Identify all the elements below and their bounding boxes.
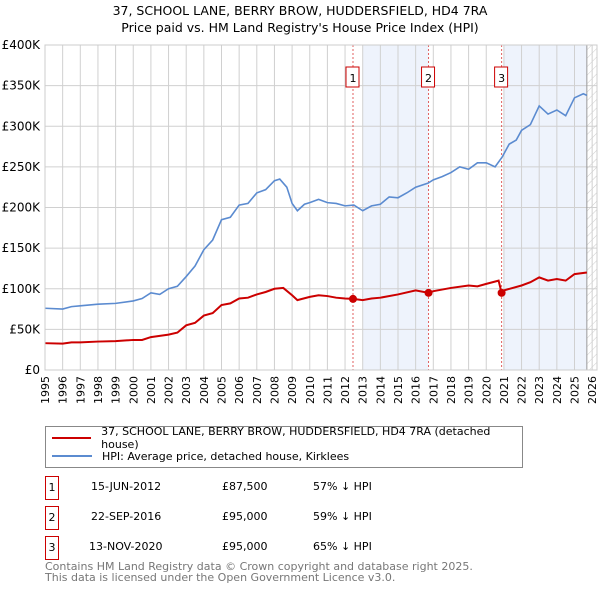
sale-point — [424, 288, 433, 297]
transaction-row: 3 13-NOV-2020 £95,000 65% ↓ HPI — [45, 536, 545, 560]
y-tick-label: £150K — [2, 241, 42, 255]
x-tick-label: 2014 — [374, 376, 387, 404]
legend-label: 37, SCHOOL LANE, BERRY BROW, HUDDERSFIEL… — [101, 425, 491, 451]
x-tick-label: 1998 — [92, 376, 105, 404]
sale-point — [348, 294, 357, 303]
x-tick-label: 2001 — [145, 376, 158, 404]
x-tick-label: 1995 — [39, 376, 52, 404]
legend-swatch-blue — [52, 455, 92, 457]
x-tick-label: 2012 — [339, 376, 352, 404]
x-tick-label: 2025 — [569, 376, 582, 404]
y-tick-label: £50K — [9, 322, 41, 336]
y-tick-label: £0 — [25, 363, 40, 377]
sale-marker-label: 2 — [425, 72, 432, 85]
y-tick-label: £350K — [2, 79, 42, 93]
hpi-diff: 59% ↓ HPI — [313, 510, 372, 523]
y-tick-label: £300K — [2, 119, 42, 133]
x-tick-label: 2017 — [427, 376, 440, 404]
x-tick-label: 2002 — [163, 376, 176, 404]
x-tick-label: 2022 — [516, 376, 529, 404]
hpi-diff: 57% ↓ HPI — [313, 480, 372, 493]
x-tick-label: 2010 — [304, 376, 317, 404]
sale-marker-label: 1 — [349, 72, 356, 85]
chart-title: 37, SCHOOL LANE, BERRY BROW, HUDDERSFIEL… — [112, 3, 488, 18]
x-tick-label: 2026 — [586, 376, 599, 404]
legend: 37, SCHOOL LANE, BERRY BROW, HUDDERSFIEL… — [45, 425, 523, 468]
x-tick-label: 2007 — [251, 376, 264, 404]
chart-subtitle: Price paid vs. HM Land Registry's House … — [121, 20, 479, 35]
hpi-line — [44, 92, 588, 310]
price: £95,000 — [222, 540, 268, 553]
price: £87,500 — [222, 480, 268, 493]
date: 13-NOV-2020 — [89, 540, 163, 553]
legend-label: HPI: Average price, detached house, Kirk… — [102, 449, 350, 463]
x-tick-label: 2008 — [268, 376, 281, 404]
y-tick-label: £200K — [2, 201, 42, 215]
sale-point — [497, 288, 506, 297]
x-tick-label: 2016 — [410, 376, 423, 404]
x-tick-label: 2005 — [216, 376, 229, 404]
sale-marker-box — [421, 66, 436, 88]
x-tick-label: 1999 — [110, 376, 123, 404]
x-tick-label: 2018 — [445, 376, 458, 404]
y-tick-label: £100K — [2, 282, 42, 296]
footer-licence: This data is licensed under the Open Gov… — [45, 571, 396, 584]
x-tick-label: 2015 — [392, 376, 405, 404]
x-tick-label: 2000 — [127, 376, 140, 404]
x-tick-label: 2013 — [357, 376, 370, 404]
sale-marker-label: 3 — [498, 72, 505, 85]
hpi-diff: 65% ↓ HPI — [313, 540, 372, 553]
sale-marker-box — [494, 66, 509, 88]
x-tick-label: 2004 — [198, 376, 211, 404]
x-tick-label: 1996 — [57, 376, 70, 404]
x-tick-label: 2006 — [233, 376, 246, 404]
transaction-row: 1 15-JUN-2012 £87,500 57% ↓ HPI — [45, 476, 545, 500]
x-tick-label: 2011 — [321, 376, 334, 404]
y-tick-label: £400K — [2, 38, 42, 52]
marker-badge: 1 — [45, 476, 59, 500]
transaction-row: 2 22-SEP-2016 £95,000 59% ↓ HPI — [45, 506, 545, 530]
price: £95,000 — [222, 510, 268, 523]
marker-badge: 3 — [45, 536, 59, 560]
x-tick-label: 2021 — [498, 376, 511, 404]
price-chart: 1995 1996 1997 1998 1999 2000 2001 2002 2003 2004… — [2, 38, 600, 404]
x-tick-label: 2019 — [463, 376, 476, 404]
legend-swatch-red — [52, 437, 92, 439]
x-tick-label: 2003 — [180, 376, 193, 404]
legend-item-hpi: HPI: Average price, detached house, Kirk… — [52, 447, 349, 465]
x-tick-label: 2024 — [551, 376, 564, 404]
legend-item-property: 37, SCHOOL LANE, BERRY BROW, HUDDERSFIEL… — [52, 425, 522, 451]
date: 22-SEP-2016 — [91, 510, 162, 523]
date: 15-JUN-2012 — [91, 480, 162, 493]
marker-badge: 2 — [45, 506, 59, 530]
y-tick-label: £250K — [2, 160, 42, 174]
x-tick-label: 2023 — [533, 376, 546, 404]
plot-border — [44, 44, 598, 371]
x-tick-label: 2020 — [480, 376, 493, 404]
x-tick-label: 2009 — [286, 376, 299, 404]
x-tick-label: 1997 — [74, 376, 87, 404]
sale-marker-box — [345, 66, 360, 88]
footer-copyright: Contains HM Land Registry data © Crown c… — [45, 560, 473, 573]
